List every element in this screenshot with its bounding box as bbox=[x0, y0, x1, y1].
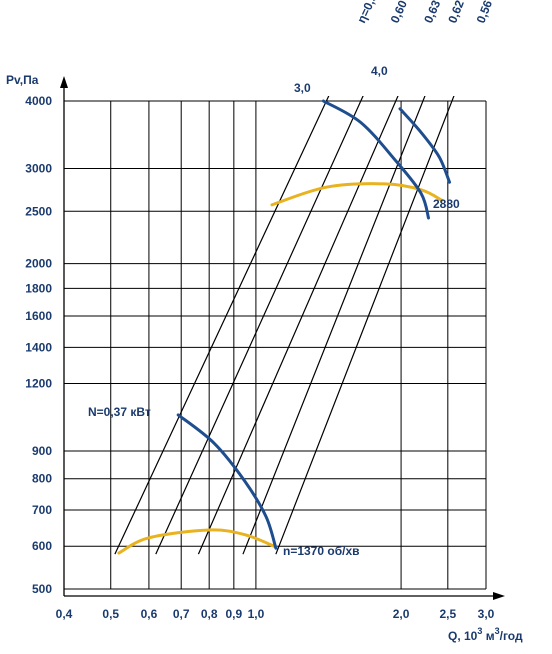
x-tick-label: 2,5 bbox=[439, 607, 456, 621]
power-label-high: 4,0 bbox=[371, 64, 388, 78]
x-tick-label: 0,4 bbox=[56, 607, 73, 621]
x-tick-label: 2,0 bbox=[393, 607, 410, 621]
efficiency-label: 0,62 bbox=[445, 0, 467, 25]
x-tick-label: 0,9 bbox=[225, 607, 242, 621]
speed-label-high: 2880 bbox=[433, 197, 460, 211]
y-tick-label: 1400 bbox=[25, 340, 52, 354]
efficiency-line bbox=[242, 96, 426, 555]
annotations: n=1370 об/хв 2880 N=0,37 кВт 3,0 4,0 bbox=[88, 64, 460, 558]
efficiency-label: 0,60 bbox=[388, 0, 411, 25]
efficiency-label: η=0,58 bbox=[354, 0, 383, 25]
efficiency-line bbox=[155, 96, 364, 555]
power-label-low: N=0,37 кВт bbox=[88, 405, 151, 419]
power-label-mid: 3,0 bbox=[294, 81, 311, 95]
efficiency-line bbox=[114, 96, 330, 555]
efficiency-line bbox=[197, 96, 399, 555]
y-tick-label: 700 bbox=[32, 503, 52, 517]
y-tick-label: 600 bbox=[32, 539, 52, 553]
y-axis-label: Pv,Па bbox=[6, 73, 39, 87]
x-tick-label: 1,0 bbox=[248, 607, 265, 621]
x-tick-label: 0,7 bbox=[173, 607, 190, 621]
y-tick-label: 500 bbox=[32, 582, 52, 596]
y-tick-label: 3000 bbox=[25, 162, 52, 176]
y-tick-label: 1600 bbox=[25, 309, 52, 323]
curve-3-0 bbox=[321, 99, 430, 220]
y-tick-label: 4000 bbox=[25, 94, 52, 108]
performance-curves bbox=[117, 99, 451, 555]
speed-label-low: n=1370 об/хв bbox=[283, 544, 360, 558]
curve-2880 bbox=[270, 182, 444, 207]
x-tick-label: 0,6 bbox=[141, 607, 158, 621]
curve-n-1370-об-хв bbox=[117, 528, 278, 555]
y-tick-label: 2000 bbox=[25, 257, 52, 271]
x-axis-arrow bbox=[493, 592, 505, 600]
tick-labels: 500 600 700 800 900 1200 1400 1600 1800 2000 2500 3… bbox=[25, 0, 495, 621]
y-tick-label: 2500 bbox=[25, 204, 52, 218]
efficiency-lines bbox=[114, 96, 455, 555]
y-tick-label: 900 bbox=[32, 444, 52, 458]
y-tick-label: 800 bbox=[32, 472, 52, 486]
y-tick-label: 1200 bbox=[25, 377, 52, 391]
x-axis-label: Q, 103 м3/год bbox=[448, 626, 523, 643]
x-tick-label: 0,5 bbox=[102, 607, 119, 621]
grid bbox=[64, 100, 487, 590]
y-axis-arrow bbox=[60, 76, 68, 88]
y-tick-label: 1800 bbox=[25, 281, 52, 295]
curve-N-0-37-кВт bbox=[176, 413, 278, 550]
x-tick-label: 0,8 bbox=[201, 607, 218, 621]
efficiency-label: 0,63 bbox=[421, 0, 443, 25]
efficiency-line bbox=[275, 96, 455, 555]
x-tick-label: 3,0 bbox=[478, 607, 495, 621]
curve-4-0 bbox=[398, 107, 451, 184]
axes: Pv,Па Q, 103 м3/год bbox=[6, 73, 523, 643]
efficiency-label: 0,56 bbox=[474, 0, 496, 25]
